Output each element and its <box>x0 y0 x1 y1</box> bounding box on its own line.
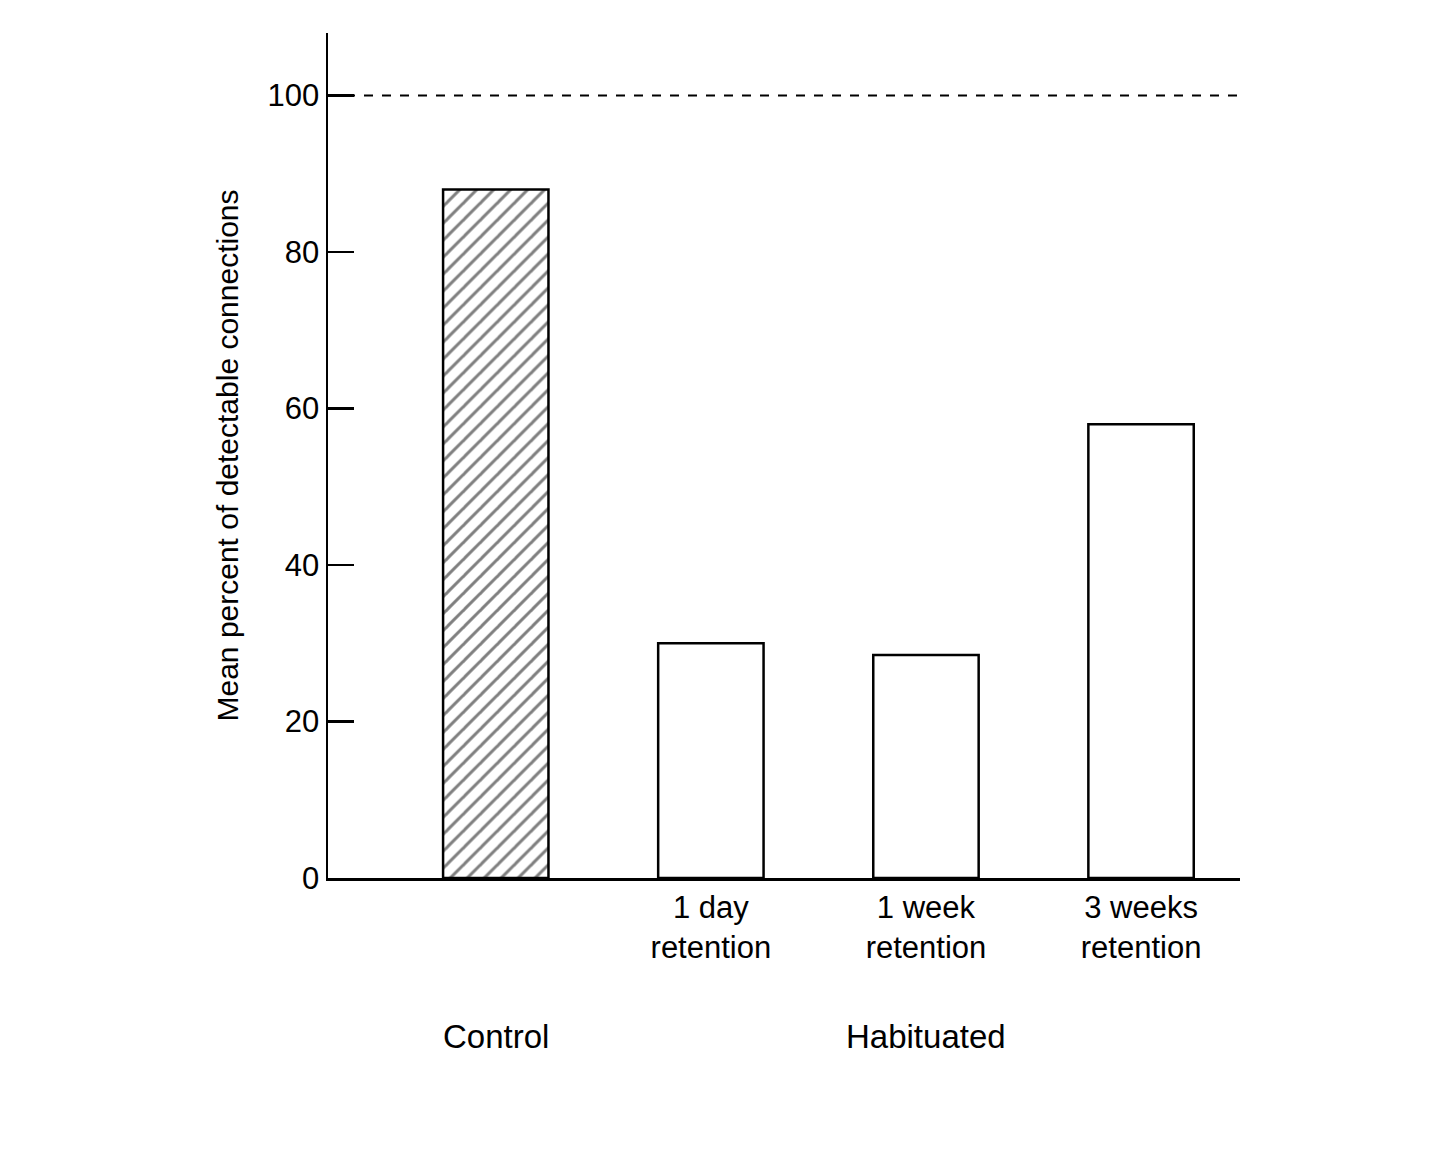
svg-text:0: 0 <box>302 861 319 896</box>
svg-text:Habituated: Habituated <box>846 1018 1006 1055</box>
svg-text:1 weekretention: 1 weekretention <box>866 890 987 965</box>
svg-text:100: 100 <box>268 78 320 113</box>
svg-text:3 weeksretention: 3 weeksretention <box>1081 890 1202 965</box>
svg-text:Mean percent of detectable con: Mean percent of detectable connections <box>211 189 244 721</box>
svg-text:80: 80 <box>285 235 319 270</box>
svg-text:40: 40 <box>285 548 319 583</box>
svg-text:Control: Control <box>443 1018 549 1055</box>
svg-text:60: 60 <box>285 391 319 426</box>
svg-text:20: 20 <box>285 704 319 739</box>
svg-text:1 dayretention: 1 dayretention <box>651 890 772 965</box>
